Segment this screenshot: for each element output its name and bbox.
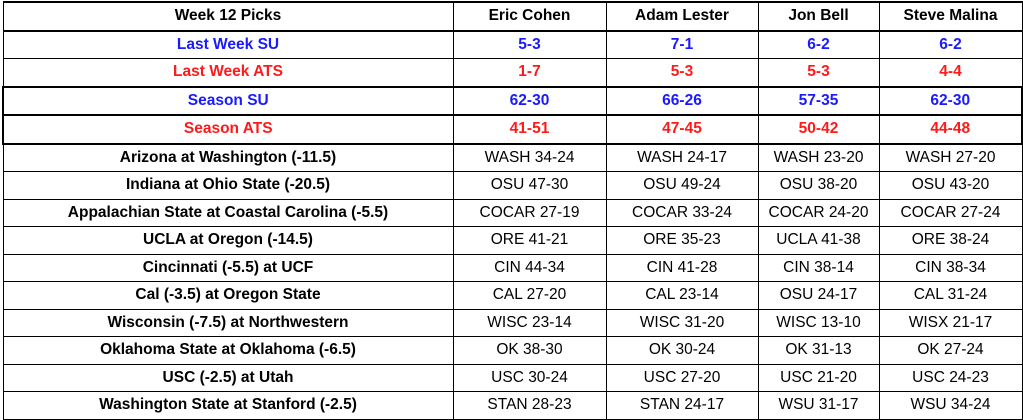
game-row: Indiana at Ohio State (-20.5) OSU 47-30 OS… (2, 171, 1023, 200)
cell: COCAR 24-20 (757, 198, 880, 227)
cell: Adam Lester (605, 1, 759, 32)
row-label: Wisconsin (-7.5) at Northwestern (2, 308, 454, 337)
row-label: Season SU (2, 85, 454, 116)
cell: UCLA 41-38 (757, 226, 880, 255)
stat-row: Season ATS 41-51 47-45 50-42 44-48 (2, 114, 1023, 145)
cell: 7-1 (605, 30, 759, 59)
cell: WISC 13-10 (757, 308, 880, 337)
cell: 5-3 (757, 58, 880, 87)
game-row: UCLA at Oregon (-14.5) ORE 41-21 ORE 35-23… (2, 226, 1023, 255)
cell: WISC 23-14 (452, 308, 607, 337)
cell: 41-51 (452, 114, 607, 145)
row-label: Last Week SU (2, 30, 454, 59)
cell: 57-35 (757, 85, 880, 116)
cell: CAL 27-20 (452, 281, 607, 310)
cell: 5-3 (452, 30, 607, 59)
game-row: Wisconsin (-7.5) at Northwestern WISC 23-… (2, 308, 1023, 337)
cell: OSU 43-20 (878, 171, 1023, 200)
stat-row: Last Week SU 5-3 7-1 6-2 6-2 (2, 30, 1023, 59)
cell: 1-7 (452, 58, 607, 87)
cell: ORE 41-21 (452, 226, 607, 255)
cell: OSU 47-30 (452, 171, 607, 200)
cell: Steve Malina (878, 1, 1023, 32)
stat-row: Last Week ATS 1-7 5-3 5-3 4-4 (2, 58, 1023, 87)
cell: CIN 44-34 (452, 253, 607, 282)
cell: USC 24-23 (878, 363, 1023, 392)
stat-row: Season SU 62-30 66-26 57-35 62-30 (2, 85, 1023, 116)
cell: WISX 21-17 (878, 308, 1023, 337)
row-label: Oklahoma State at Oklahoma (-6.5) (2, 336, 454, 365)
cell: COCAR 33-24 (605, 198, 759, 227)
row-label: Season ATS (2, 114, 454, 145)
cell: OK 31-13 (757, 336, 880, 365)
game-row: Oklahoma State at Oklahoma (-6.5) OK 38-3… (2, 336, 1023, 365)
game-row: Appalachian State at Coastal Carolina (-… (2, 198, 1023, 227)
cell: 44-48 (878, 114, 1023, 145)
cell: CAL 31-24 (878, 281, 1023, 310)
cell: CIN 41-28 (605, 253, 759, 282)
cell: 62-30 (452, 85, 607, 116)
cell: STAN 24-17 (605, 391, 759, 420)
game-row: Cincinnati (-5.5) at UCF CIN 44-34 CIN 41-… (2, 253, 1023, 282)
cell: USC 27-20 (605, 363, 759, 392)
row-label: Week 12 Picks (2, 1, 454, 32)
cell: WASH 27-20 (878, 143, 1023, 172)
cell: STAN 28-23 (452, 391, 607, 420)
cell: 66-26 (605, 85, 759, 116)
cell: COCAR 27-24 (878, 198, 1023, 227)
cell: OK 38-30 (452, 336, 607, 365)
game-row: USC (-2.5) at Utah USC 30-24 USC 27-20 USC … (2, 363, 1023, 392)
cell: ORE 35-23 (605, 226, 759, 255)
cell: COCAR 27-19 (452, 198, 607, 227)
cell: CAL 23-14 (605, 281, 759, 310)
game-row: Cal (-3.5) at Oregon State CAL 27-20 CAL 2… (2, 281, 1023, 310)
cell: OSU 49-24 (605, 171, 759, 200)
cell: 5-3 (605, 58, 759, 87)
cell: WSU 34-24 (878, 391, 1023, 420)
cell: WASH 34-24 (452, 143, 607, 172)
cell: OSU 24-17 (757, 281, 880, 310)
row-label: Indiana at Ohio State (-20.5) (2, 171, 454, 200)
cell: WSU 31-17 (757, 391, 880, 420)
cell: 47-45 (605, 114, 759, 145)
cell: Jon Bell (757, 1, 880, 32)
cell: 4-4 (878, 58, 1023, 87)
cell: Eric Cohen (452, 1, 607, 32)
cell: OSU 38-20 (757, 171, 880, 200)
cell: USC 21-20 (757, 363, 880, 392)
row-label: Arizona at Washington (-11.5) (2, 143, 454, 172)
cell: WASH 23-20 (757, 143, 880, 172)
game-row: Arizona at Washington (-11.5) WASH 34-24 W… (2, 143, 1023, 172)
cell: OK 27-24 (878, 336, 1023, 365)
cell: WISC 31-20 (605, 308, 759, 337)
row-label: Appalachian State at Coastal Carolina (-… (2, 198, 454, 227)
row-label: USC (-2.5) at Utah (2, 363, 454, 392)
cell: ORE 38-24 (878, 226, 1023, 255)
cell: WASH 24-17 (605, 143, 759, 172)
cell: CIN 38-34 (878, 253, 1023, 282)
cell: 6-2 (757, 30, 880, 59)
row-label: Washington State at Stanford (-2.5) (2, 391, 454, 420)
cell: USC 30-24 (452, 363, 607, 392)
cell: 50-42 (757, 114, 880, 145)
game-row: Washington State at Stanford (-2.5) STAN … (2, 391, 1023, 420)
row-label: Cal (-3.5) at Oregon State (2, 281, 454, 310)
cell: CIN 38-14 (757, 253, 880, 282)
cell: 6-2 (878, 30, 1023, 59)
header-row: Week 12 Picks Eric Cohen Adam Lester Jon Be… (2, 1, 1023, 32)
row-label: UCLA at Oregon (-14.5) (2, 226, 454, 255)
cell: 62-30 (878, 85, 1023, 116)
row-label: Cincinnati (-5.5) at UCF (2, 253, 454, 282)
cell: OK 30-24 (605, 336, 759, 365)
row-label: Last Week ATS (2, 58, 454, 87)
